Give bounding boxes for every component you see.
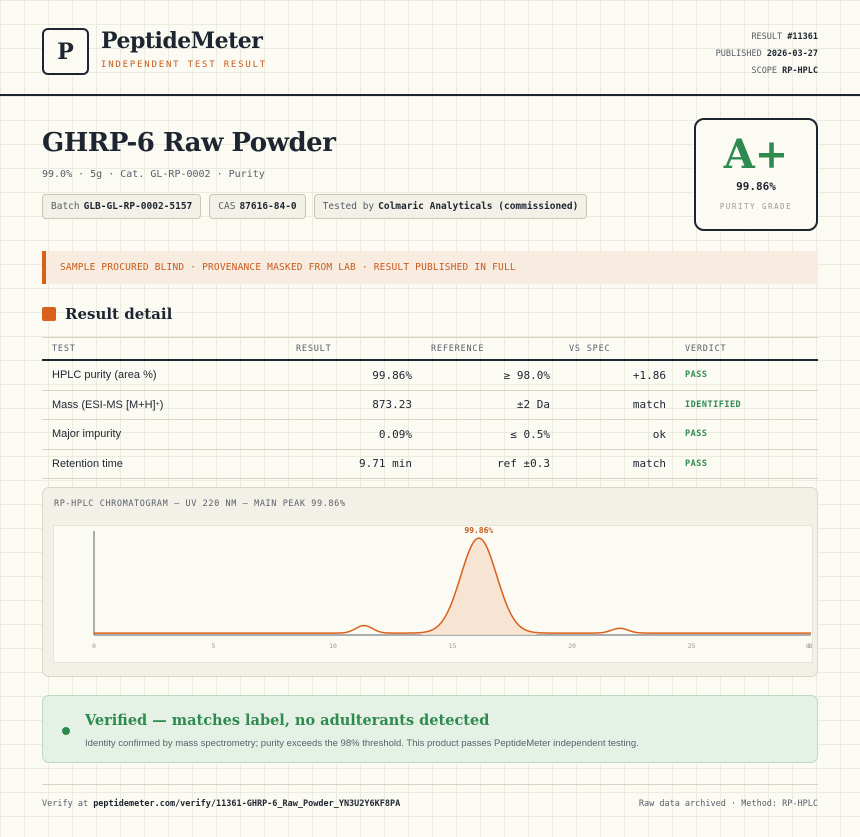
- cell-result: 873.23: [372, 398, 412, 412]
- brand-name: PeptideMeter: [101, 28, 263, 54]
- cell-reference: ≤ 0.5%: [510, 427, 550, 441]
- x-tick-label: 20: [568, 642, 576, 650]
- product-subtitle: 99.0% · 5g · Cat. GL-RP-0002 · Purity: [42, 169, 265, 180]
- header-test: TEST: [52, 343, 76, 354]
- table-header: TEST RESULT REFERENCE VS SPEC VERDICT: [42, 337, 818, 361]
- header-reference: REFERENCE: [431, 343, 485, 354]
- cell-result: 0.09%: [378, 427, 412, 441]
- cell-vs-spec: ok: [652, 427, 666, 441]
- grade-label: PURITY GRADE: [719, 202, 793, 211]
- verify-text: Verify at peptidemeter.com/verify/11361-…: [42, 799, 401, 809]
- cell-test: Retention time: [52, 457, 123, 470]
- verified-dot-icon: [62, 727, 70, 735]
- cell-vs-spec: match: [632, 398, 666, 412]
- x-tick-label: 5: [212, 642, 216, 650]
- meta-result: RESULT #11361: [751, 32, 818, 42]
- verified-title: Verified — matches label, no adulterants…: [85, 712, 490, 729]
- meta-published: PUBLISHED 2026-03-27: [715, 49, 818, 59]
- chromatogram-fill: [421, 538, 537, 635]
- page-footer: Verify at peptidemeter.com/verify/11361-…: [42, 784, 818, 809]
- verified-subtitle: Identity confirmed by mass spectrometry;…: [85, 738, 639, 749]
- header-verdict: VERDICT: [685, 343, 727, 354]
- result-table: TEST RESULT REFERENCE VS SPEC VERDICT HP…: [42, 337, 818, 479]
- grade-letter: A+: [723, 131, 789, 178]
- cell-verdict: PASS: [685, 458, 708, 469]
- cell-verdict: PASS: [685, 429, 708, 440]
- table-row: HPLC purity (area %) 99.86% ≥ 98.0% +1.8…: [42, 361, 818, 391]
- verified-banner: Verified — matches label, no adulterants…: [42, 695, 818, 763]
- x-tick-label: 25: [688, 642, 696, 650]
- chromatogram-line: [94, 537, 811, 634]
- cell-verdict: PASS: [685, 370, 708, 381]
- cell-test: Major impurity: [52, 428, 122, 441]
- verify-link[interactable]: peptidemeter.com/verify/11361-GHRP-6_Raw…: [93, 799, 401, 809]
- chromatogram-plot: 0 5 10 15 20 25 30 99.86% min: [53, 525, 818, 663]
- page-header: P PeptideMeter INDEPENDENT TEST RESULT R…: [0, 0, 860, 96]
- x-tick-label: 0: [92, 642, 96, 650]
- x-unit-label: min: [806, 642, 812, 650]
- section-heading: Result detail: [42, 305, 172, 323]
- cell-verdict: IDENTIFIED: [685, 399, 742, 410]
- cell-vs-spec: match: [632, 457, 666, 471]
- section-title: Result detail: [65, 305, 173, 323]
- product-title: GHRP-6 Raw Powder: [42, 128, 336, 158]
- header-vs-spec: VS SPEC: [569, 343, 611, 354]
- grade-value: 99.86%: [736, 180, 776, 193]
- x-tick-label: 30: [807, 642, 812, 650]
- tested-by-chip: Tested by Colmaric Analyticals (commissio…: [313, 194, 588, 219]
- blind-notice-banner: SAMPLE PROCURED BLIND · PROVENANCE MASKE…: [42, 251, 818, 284]
- x-tick-label: 15: [449, 642, 457, 650]
- brand-subtitle: INDEPENDENT TEST RESULT: [101, 60, 268, 70]
- batch-chip: Batch GLB-GL-RP-0002-5157: [42, 194, 202, 219]
- chromatogram-title: RP-HPLC CHROMATOGRAM — UV 220 NM — MAIN …: [54, 499, 346, 509]
- cell-test: HPLC purity (area %): [52, 369, 157, 382]
- cell-reference: ref ±0.3: [497, 457, 550, 471]
- purity-grade-card: A+ 99.86% PURITY GRADE: [694, 118, 818, 231]
- x-tick-labels: 0 5 10 15 20 25 30: [92, 642, 815, 650]
- cell-reference: ±2 Da: [516, 398, 550, 412]
- cell-result: 99.86%: [372, 368, 412, 382]
- header-result: RESULT: [296, 343, 332, 354]
- meta-scope: SCOPE RP-HPLC: [751, 66, 818, 76]
- table-row: Major impurity 0.09% ≤ 0.5% ok PASS: [42, 420, 818, 450]
- cell-test: Mass (ESI-MS [M+H] +): [52, 398, 164, 411]
- chromatogram-panel: RP-HPLC CHROMATOGRAM — UV 220 NM — MAIN …: [42, 487, 818, 677]
- product-chips: Batch GLB-GL-RP-0002-5157 CAS 87616-84-0 T…: [42, 194, 588, 219]
- cell-reference: ≥ 98.0%: [503, 368, 550, 382]
- cell-vs-spec: +1.86: [632, 368, 666, 382]
- x-tick-label: 10: [329, 642, 337, 650]
- archive-note: Raw data archived · Method: RP-HPLC: [638, 799, 818, 809]
- table-row: Mass (ESI-MS [M+H] +) 873.23 ±2 Da match …: [42, 391, 818, 420]
- peak-label: 99.86%: [464, 526, 493, 535]
- section-marker-icon: [42, 307, 56, 321]
- result-meta: RESULT #11361 PUBLISHED 2026-03-27 SCOPE…: [716, 29, 818, 80]
- cas-chip: CAS 87616-84-0: [209, 194, 306, 219]
- chromatogram-svg: 0 5 10 15 20 25 30 99.86% min: [92, 526, 818, 650]
- logo-icon: P: [42, 28, 89, 75]
- table-row: Retention time 9.71 min ref ±0.3 match P…: [42, 450, 818, 479]
- cell-result: 9.71 min: [359, 457, 412, 471]
